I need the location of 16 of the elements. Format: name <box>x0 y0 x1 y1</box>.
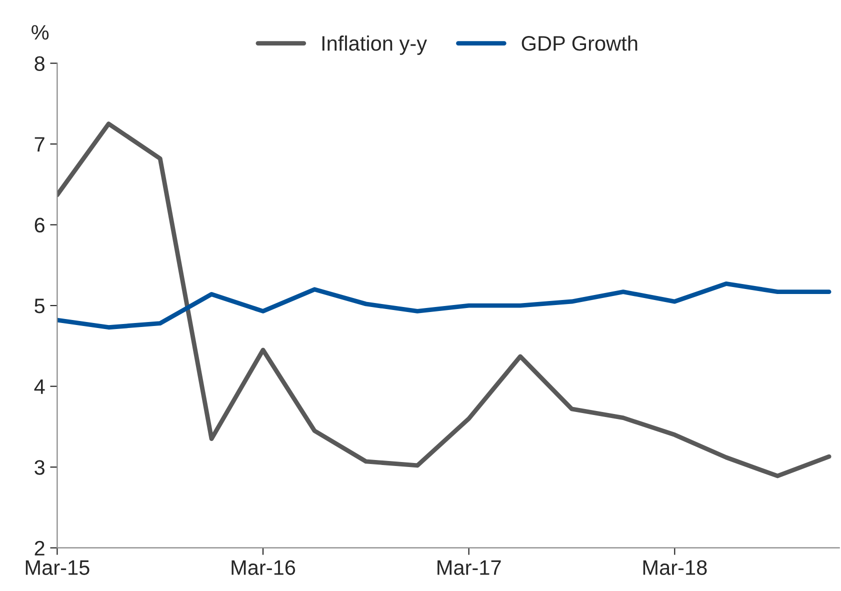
y-tick-label: 8 <box>34 56 44 71</box>
y-tick-label: 3 <box>34 460 44 475</box>
line-series <box>57 282 832 330</box>
y-tick-label: 6 <box>34 218 44 233</box>
y-tick-label: 7 <box>34 137 44 152</box>
x-tick-label: Mar-15 <box>26 560 90 575</box>
x-tick-label: Mar-18 <box>643 560 707 575</box>
legend-label: Inflation y-y <box>322 35 427 55</box>
x-tick-label: Mar-16 <box>232 560 296 575</box>
y-tick-label: 2 <box>34 540 44 556</box>
y-axis-title: % <box>32 25 49 40</box>
x-tick-label: Mar-17 <box>438 560 501 575</box>
y-tick-label: 4 <box>34 380 45 394</box>
y-tick-label: 5 <box>34 298 45 314</box>
line-series <box>57 122 832 478</box>
legend-label: GDP Growth <box>522 35 638 51</box>
